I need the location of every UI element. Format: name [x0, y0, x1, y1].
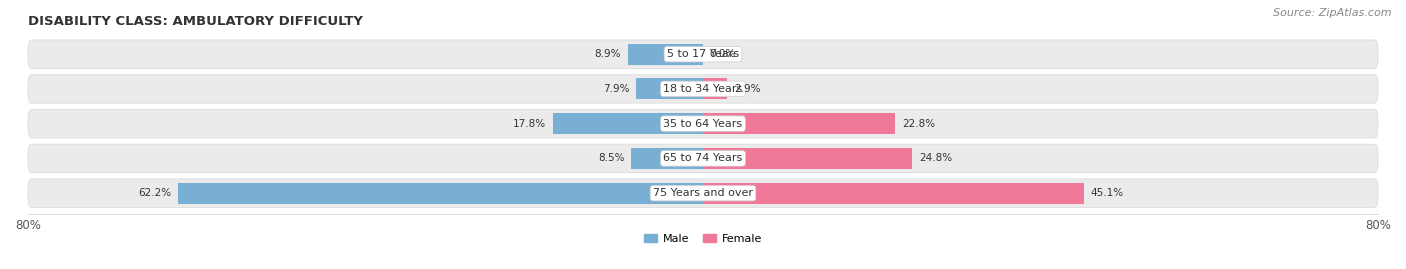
- FancyBboxPatch shape: [28, 40, 1378, 68]
- Text: 35 to 64 Years: 35 to 64 Years: [664, 119, 742, 129]
- Text: 7.9%: 7.9%: [603, 84, 630, 94]
- Bar: [628, 44, 703, 65]
- Bar: [553, 113, 703, 134]
- Text: 24.8%: 24.8%: [920, 153, 952, 163]
- Text: 45.1%: 45.1%: [1090, 188, 1123, 198]
- Text: 18 to 34 Years: 18 to 34 Years: [664, 84, 742, 94]
- Text: 75 Years and over: 75 Years and over: [652, 188, 754, 198]
- Text: 62.2%: 62.2%: [138, 188, 172, 198]
- FancyBboxPatch shape: [28, 179, 1378, 207]
- Text: 17.8%: 17.8%: [513, 119, 546, 129]
- FancyBboxPatch shape: [28, 144, 1378, 173]
- Text: 22.8%: 22.8%: [903, 119, 935, 129]
- Text: 8.9%: 8.9%: [595, 49, 621, 59]
- FancyBboxPatch shape: [28, 109, 1378, 138]
- Text: 2.9%: 2.9%: [734, 84, 761, 94]
- Text: 65 to 74 Years: 65 to 74 Years: [664, 153, 742, 163]
- Bar: [703, 79, 727, 99]
- Text: 8.5%: 8.5%: [598, 153, 624, 163]
- Bar: [179, 183, 703, 204]
- Bar: [703, 148, 912, 169]
- Text: DISABILITY CLASS: AMBULATORY DIFFICULTY: DISABILITY CLASS: AMBULATORY DIFFICULTY: [28, 15, 363, 28]
- FancyBboxPatch shape: [28, 75, 1378, 103]
- Text: Source: ZipAtlas.com: Source: ZipAtlas.com: [1274, 8, 1392, 18]
- Bar: [631, 148, 703, 169]
- Bar: [637, 79, 703, 99]
- Legend: Male, Female: Male, Female: [640, 229, 766, 248]
- Text: 0.0%: 0.0%: [710, 49, 735, 59]
- Bar: [703, 183, 1084, 204]
- Bar: [703, 113, 896, 134]
- Text: 5 to 17 Years: 5 to 17 Years: [666, 49, 740, 59]
